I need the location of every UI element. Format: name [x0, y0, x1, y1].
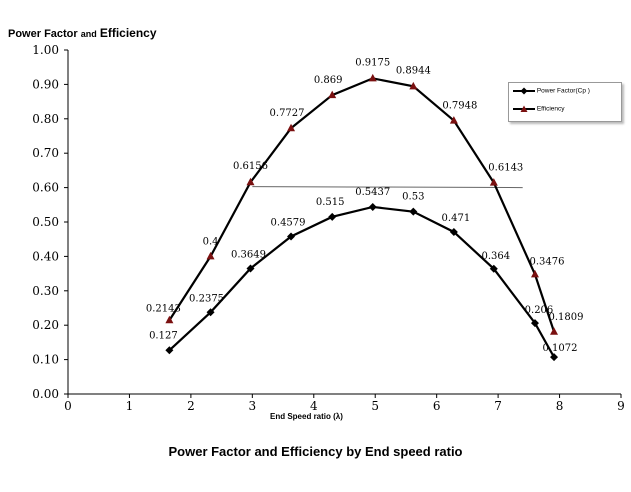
legend-item-power-factor: Power Factor(Cp )	[513, 87, 590, 95]
series-lines	[168, 77, 556, 358]
y-tick-label: 0.20	[32, 318, 59, 332]
power-factor-point	[206, 308, 215, 317]
y-title-part-1: Power Factor	[8, 28, 78, 40]
legend-triangle-line-icon	[513, 105, 535, 112]
efficiency-data-label: 0.3476	[529, 256, 564, 267]
efficiency-point	[165, 315, 174, 324]
y-tick-label: 0.00	[32, 387, 59, 401]
efficiency-data-label: 0.7948	[442, 101, 477, 112]
legend-diamond-line-icon	[513, 87, 535, 95]
power-factor-data-label: 0.4579	[271, 217, 306, 228]
y-tick-label: 1.00	[32, 43, 59, 57]
y-tick-label: 0.90	[32, 77, 59, 91]
power-factor-point	[530, 319, 539, 328]
power-factor-point	[287, 232, 296, 241]
efficiency-point	[449, 116, 458, 124]
y-title-part-3: Efficiency	[99, 26, 157, 40]
chart-title: Power Factor and Efficiency by End speed…	[168, 444, 463, 459]
efficiency-data-label: 0.6156	[233, 161, 268, 172]
data-labels: 0.127 0.2375 0.3649 0.4579 0.515 0.5437 0.53 0.…	[146, 57, 584, 354]
efficiency-data-label: 0.4	[203, 236, 219, 247]
y-tick-label: 0.40	[32, 249, 59, 263]
series-line-0	[168, 205, 555, 358]
efficiency-data-label: 0.2143	[146, 303, 181, 314]
reference-line	[252, 186, 523, 189]
x-tick-label: 0	[64, 399, 72, 413]
power-factor-data-label: 0.127	[149, 330, 178, 341]
power-factor-point	[368, 202, 377, 211]
efficiency-data-label: 0.869	[314, 75, 343, 86]
legend: Power Factor(Cp ) Efficiency	[508, 82, 622, 122]
efficiency-data-label: 0.9175	[355, 57, 390, 68]
series-markers	[165, 73, 559, 362]
y-tick-label: 0.60	[32, 181, 59, 195]
x-tick-label: 3	[249, 399, 257, 413]
efficiency-point	[530, 269, 539, 278]
efficiency-point	[550, 327, 559, 335]
power-factor-point	[165, 346, 174, 355]
efficiency-point	[328, 90, 337, 99]
power-factor-point	[449, 227, 458, 236]
power-factor-point	[246, 264, 255, 273]
power-factor-point	[489, 264, 498, 273]
x-tick-label: 7	[494, 399, 502, 413]
y-tick-label: 0.80	[32, 112, 59, 126]
axes: 0.000.100.200.300.400.500.600.700.800.90…	[32, 43, 625, 413]
efficiency-point	[246, 177, 255, 186]
efficiency-point	[489, 178, 498, 186]
efficiency-data-label: 0.1809	[549, 312, 584, 323]
power-factor-data-label: 0.471	[442, 213, 471, 224]
y-tick-label: 0.10	[32, 353, 59, 367]
y-axis-title: Power Factor and Efficiency	[8, 26, 157, 40]
efficiency-data-label: 0.8944	[396, 65, 431, 76]
power-factor-data-label: 0.364	[481, 251, 510, 262]
power-factor-point	[328, 212, 337, 221]
power-factor-data-label: 0.206	[525, 305, 554, 316]
x-tick-label: 2	[187, 399, 195, 413]
y-tick-label: 0.30	[32, 284, 59, 298]
efficiency-data-label: 0.6143	[488, 163, 523, 174]
x-tick-label: 9	[617, 399, 625, 413]
power-factor-point	[409, 207, 418, 216]
y-tick-label: 0.50	[32, 215, 59, 229]
x-tick-label: 4	[310, 399, 318, 413]
efficiency-point	[287, 123, 296, 132]
power-factor-data-label: 0.515	[316, 197, 345, 208]
y-title-part-2: and	[80, 29, 97, 39]
legend-label-power-factor: Power Factor(Cp )	[536, 87, 590, 95]
power-factor-data-label: 0.5437	[355, 187, 390, 198]
x-tick-label: 8	[556, 399, 564, 413]
efficiency-data-label: 0.7727	[270, 108, 305, 119]
efficiency-point	[206, 251, 215, 260]
x-tick-label: 5	[371, 399, 379, 413]
y-tick-label: 0.70	[32, 146, 59, 160]
x-tick-label: 1	[126, 399, 134, 413]
efficiency-point	[368, 73, 377, 82]
power-factor-data-label: 0.1072	[543, 343, 578, 354]
power-factor-data-label: 0.53	[402, 192, 424, 203]
legend-label-efficiency: Efficiency	[536, 105, 565, 113]
x-tick-label: 6	[433, 399, 441, 413]
power-factor-data-label: 0.2375	[189, 293, 224, 304]
power-factor-point	[550, 353, 559, 362]
legend-item-efficiency: Efficiency	[513, 105, 565, 113]
efficiency-point	[409, 81, 418, 90]
power-factor-data-label: 0.3649	[231, 249, 266, 260]
x-axis-title: End Speed ratio (λ)	[270, 412, 343, 421]
